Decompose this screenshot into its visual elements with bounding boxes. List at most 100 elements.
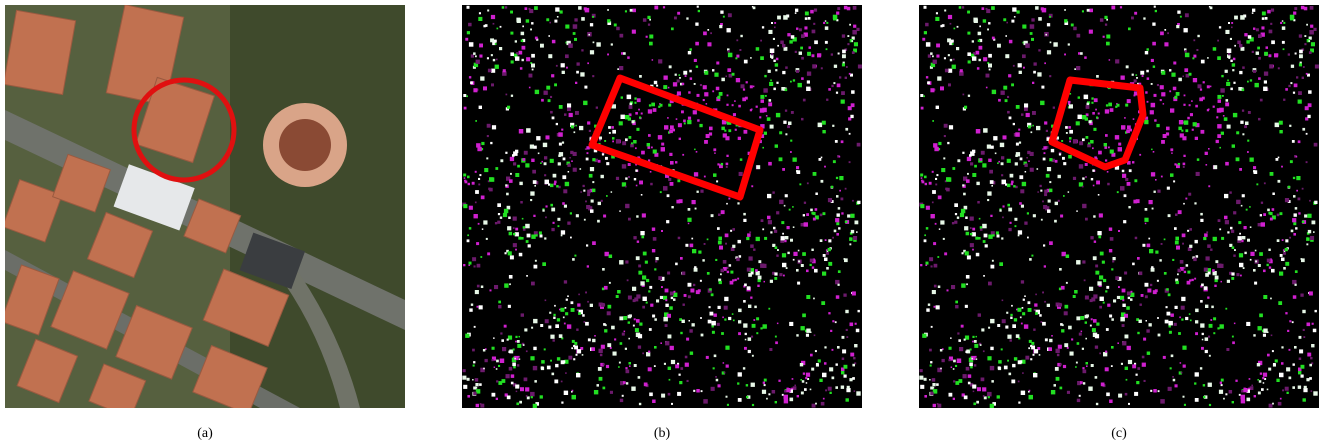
speckle [1021, 280, 1024, 283]
speckle [1306, 24, 1308, 26]
speckle [649, 104, 651, 106]
speckle [1268, 249, 1270, 251]
speckle [1149, 200, 1153, 204]
speckle [801, 57, 804, 60]
speckle [519, 182, 522, 185]
speckle [1178, 332, 1181, 335]
speckle [601, 200, 603, 202]
speckle [1145, 51, 1148, 54]
speckle [676, 118, 678, 120]
speckle [800, 363, 803, 366]
speckle [1080, 52, 1083, 55]
speckle [743, 323, 747, 327]
speckle [839, 76, 841, 78]
speckle [534, 265, 538, 269]
speckle [693, 110, 697, 114]
speckle [590, 304, 593, 307]
speckle [835, 280, 839, 284]
speckle [1257, 363, 1260, 366]
speckle [611, 191, 613, 193]
speckle [1016, 143, 1019, 146]
speckle [855, 221, 859, 225]
speckle [1226, 99, 1229, 102]
speckle [988, 327, 990, 329]
speckle [783, 275, 785, 277]
speckle [1293, 92, 1295, 94]
speckle [1155, 179, 1157, 181]
speckle [1183, 166, 1185, 168]
speckle [711, 214, 714, 217]
speckle [534, 380, 537, 383]
speckle [828, 262, 832, 266]
speckle [778, 380, 780, 382]
speckle [1292, 218, 1296, 222]
speckle [833, 160, 836, 163]
speckle [1215, 260, 1218, 263]
speckle [754, 306, 757, 309]
speckle [1058, 200, 1060, 202]
speckle [492, 125, 496, 129]
speckle [689, 320, 691, 322]
speckle [948, 54, 950, 56]
speckle [793, 252, 797, 256]
speckle [1126, 65, 1129, 68]
speckle [1080, 316, 1084, 320]
speckle [847, 386, 850, 389]
speckle [1173, 180, 1175, 182]
speckle [1205, 350, 1208, 353]
speckle [1170, 108, 1174, 112]
speckle [1077, 342, 1080, 345]
speckle [1195, 137, 1198, 140]
speckle [1001, 91, 1005, 95]
speckle [1232, 246, 1235, 249]
speckle [1058, 345, 1062, 349]
speckle [948, 83, 951, 86]
speckle [781, 221, 784, 224]
speckle [1109, 400, 1113, 404]
speckle [730, 271, 733, 274]
speckle [1154, 94, 1157, 97]
speckle [974, 53, 976, 55]
speckle [990, 404, 994, 408]
speckle [1201, 284, 1204, 287]
speckle [1117, 342, 1119, 344]
speckle [948, 15, 952, 19]
speckle [972, 150, 975, 153]
speckle [812, 30, 816, 34]
speckle [649, 35, 653, 39]
speckle [1312, 323, 1314, 325]
speckle [1261, 26, 1264, 29]
speckle [619, 210, 621, 212]
speckle [930, 52, 933, 55]
speckle [1263, 270, 1266, 273]
speckle [592, 16, 594, 18]
speckle [721, 269, 725, 273]
speckle [845, 221, 848, 224]
speckle [558, 186, 560, 188]
speckle [487, 124, 491, 128]
speckle [740, 158, 743, 161]
speckle [465, 38, 468, 41]
speckle [1151, 266, 1153, 268]
speckle [1065, 305, 1069, 309]
speckle [1029, 258, 1032, 261]
speckle [486, 157, 488, 159]
speckle [1285, 262, 1289, 266]
speckle [1294, 346, 1297, 349]
speckle [1176, 246, 1180, 250]
speckle [964, 106, 967, 109]
speckle [975, 237, 978, 240]
speckle [1078, 115, 1082, 119]
speckle [486, 238, 488, 240]
speckle [515, 228, 518, 231]
speckle [578, 6, 582, 10]
speckle [1120, 6, 1122, 8]
speckle [571, 347, 573, 349]
speckle [1156, 124, 1159, 127]
speckle [793, 259, 795, 261]
speckle [836, 92, 838, 94]
speckle [920, 174, 923, 177]
speckle [1164, 272, 1167, 275]
speckle [710, 32, 712, 34]
speckle [1033, 373, 1037, 377]
